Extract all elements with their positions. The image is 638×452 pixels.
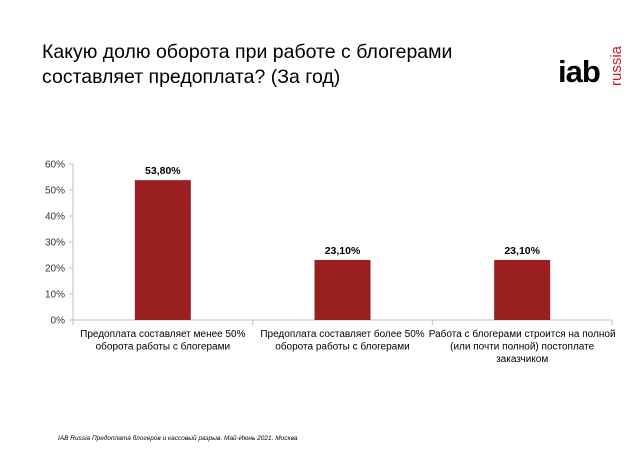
data-label: 23,10% — [325, 245, 361, 257]
category-label-line: оборота работы с блогерами — [275, 341, 409, 353]
y-tick-label: 0% — [51, 316, 66, 327]
logo-iab-text: iab — [558, 54, 601, 89]
logo-russia-text: russia — [608, 45, 625, 86]
category-label-line: заказчиком — [496, 354, 548, 365]
y-tick-label: 40% — [45, 212, 65, 223]
category-label: Предоплата составляет более 50% оборота р… — [260, 328, 424, 353]
category-label-line: (или почти полной) постоплате — [450, 342, 594, 353]
y-tick-label: 60% — [45, 160, 65, 171]
iab-russia-logo: iab russia — [558, 14, 628, 89]
bar — [134, 180, 191, 320]
y-tick-label: 30% — [45, 238, 65, 249]
category-label-line: Предоплата составляет менее 50% — [80, 329, 245, 340]
category-label-line: Работа с блогерами строится на полной — [429, 328, 616, 340]
bar-chart: 0% 10% 20% 30% 40% 50% 60% 53,80% Предоплата сос… — [45, 160, 616, 366]
category-label-line: оборота работы с блогерами — [96, 341, 230, 353]
y-tick-label: 10% — [45, 290, 65, 301]
y-tick-label: 20% — [45, 264, 65, 275]
data-label: 23,10% — [504, 245, 540, 257]
bar — [314, 259, 371, 320]
y-tick-label: 50% — [45, 186, 65, 197]
category-label-line: Предоплата составляет более 50% — [260, 328, 424, 340]
source-note: IAB Russia Предоплата блогеров и кассовы… — [58, 435, 298, 442]
data-label: 53,80% — [145, 165, 181, 177]
category-label: Работа с блогерами строится на полной (ил… — [429, 328, 616, 365]
slide-title: Какую долю оборота при работе с блогерам… — [42, 41, 453, 88]
bar — [494, 259, 551, 320]
category-label: Предоплата составляет менее 50% оборота р… — [80, 329, 245, 353]
